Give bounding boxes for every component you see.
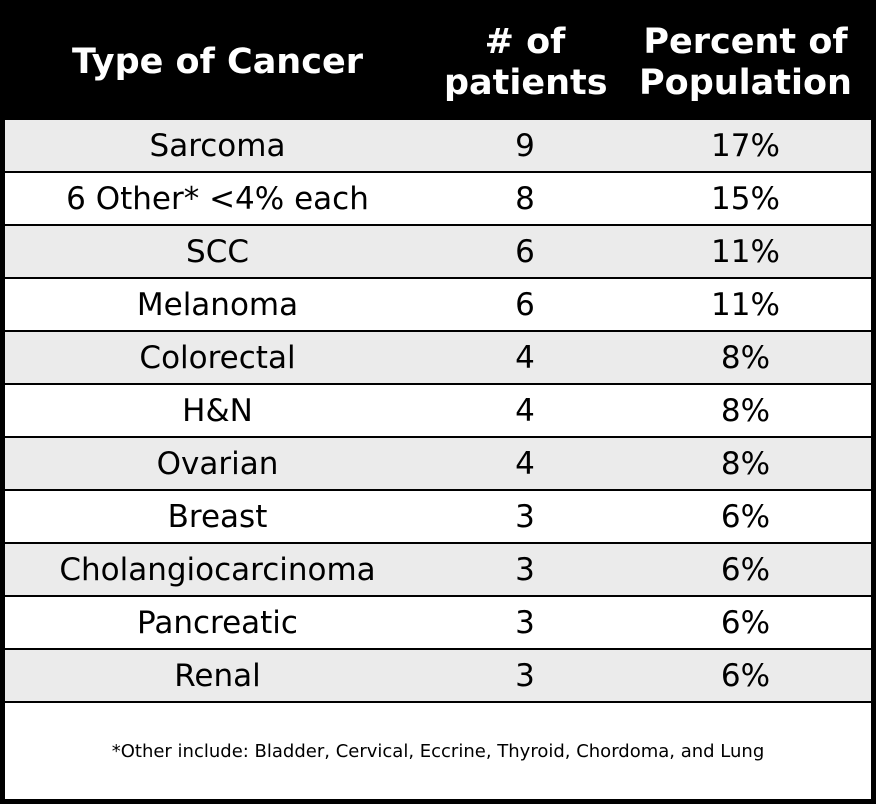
table-cell: Renal bbox=[174, 657, 261, 694]
table-cell: 4 bbox=[515, 339, 535, 376]
table-cell: Sarcoma bbox=[149, 127, 286, 164]
table-cell: 17% bbox=[711, 127, 780, 164]
table-row: Sarcoma 9 17% bbox=[5, 120, 871, 173]
table-row: Pancreatic 3 6% bbox=[5, 597, 871, 650]
table-cell: 4 bbox=[515, 445, 535, 482]
table-cell: SCC bbox=[186, 233, 249, 270]
table-cell: 15% bbox=[711, 180, 780, 217]
header-cell: Percent of Population bbox=[639, 22, 852, 103]
table-cell: 8% bbox=[720, 339, 771, 376]
footnote: *Other include: Bladder, Cervical, Eccri… bbox=[111, 740, 765, 762]
table-row: SCC 6 11% bbox=[5, 226, 871, 279]
table-cell: 11% bbox=[711, 233, 780, 270]
table-cell: 6% bbox=[720, 657, 771, 694]
table-cell: Breast bbox=[167, 498, 268, 535]
table-cell: 3 bbox=[515, 498, 535, 535]
header-cell: Type of Cancer bbox=[72, 42, 363, 83]
table-cell: Melanoma bbox=[136, 286, 299, 323]
table-cell: Pancreatic bbox=[137, 604, 298, 641]
table-row: Renal 3 6% bbox=[5, 650, 871, 703]
table-cell: 6% bbox=[720, 498, 771, 535]
header-cell: # of patients bbox=[444, 22, 608, 103]
table-cell: 6% bbox=[720, 604, 771, 641]
table-cell: Cholangiocarcinoma bbox=[59, 551, 376, 588]
table-cell: 8% bbox=[720, 392, 771, 429]
table-cell: 8 bbox=[515, 180, 535, 217]
table-cell: 6 bbox=[515, 286, 535, 323]
table-cell: 3 bbox=[515, 604, 535, 641]
table-row: H&N 4 8% bbox=[5, 385, 871, 438]
table-cell: 6% bbox=[720, 551, 771, 588]
table-cell: 11% bbox=[711, 286, 780, 323]
table-cell: H&N bbox=[182, 392, 253, 429]
table-cell: 3 bbox=[515, 657, 535, 694]
table-row: Ovarian 4 8% bbox=[5, 438, 871, 491]
table-cell: 8% bbox=[720, 445, 771, 482]
table-cell: 6 bbox=[515, 233, 535, 270]
table-cell: 3 bbox=[515, 551, 535, 588]
table-row: Cholangiocarcinoma 3 6% bbox=[5, 544, 871, 597]
table-cell: 6 Other* <4% each bbox=[66, 180, 369, 217]
table-cell: 9 bbox=[515, 127, 535, 164]
table-row: Colorectal 4 8% bbox=[5, 332, 871, 385]
table-row: Melanoma 6 11% bbox=[5, 279, 871, 332]
table-body: Sarcoma 9 17% 6 Other* <4% each 8 15% SCC 6 11% M… bbox=[5, 120, 871, 703]
table-cell: Colorectal bbox=[139, 339, 296, 376]
table-cell: Ovarian bbox=[156, 445, 279, 482]
table-row: 6 Other* <4% each 8 15% bbox=[5, 173, 871, 226]
header-row: Type of Cancer # of patients Percent of Po… bbox=[5, 5, 871, 120]
table-row: Breast 3 6% bbox=[5, 491, 871, 544]
table-cell: 4 bbox=[515, 392, 535, 429]
